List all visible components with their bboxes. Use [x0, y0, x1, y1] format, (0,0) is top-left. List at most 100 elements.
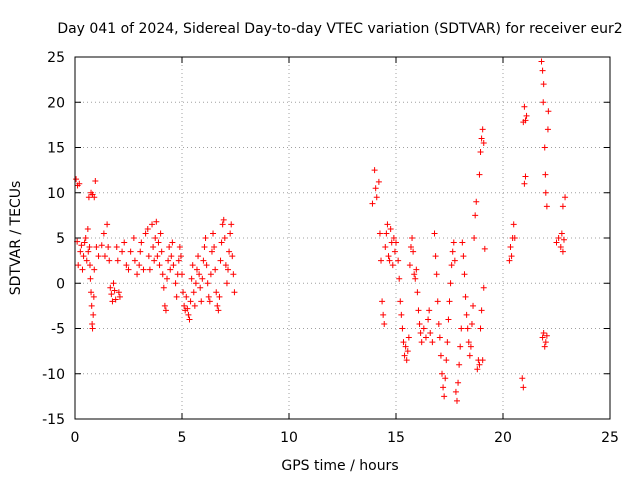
- data-point: [414, 289, 421, 296]
- data-point: [189, 262, 196, 269]
- data-point: [167, 266, 174, 273]
- data-point: [188, 275, 195, 282]
- data-point: [383, 230, 390, 237]
- data-point: [470, 302, 477, 309]
- data-point: [177, 253, 184, 260]
- data-point: [223, 280, 230, 287]
- data-point: [381, 320, 388, 327]
- y-tick-label: 0: [56, 276, 65, 292]
- data-point: [190, 289, 197, 296]
- x-tick-label: 0: [71, 430, 80, 446]
- data-point: [477, 325, 484, 332]
- data-point: [437, 352, 444, 359]
- data-point: [476, 171, 483, 178]
- data-point: [216, 293, 223, 300]
- data-point: [560, 236, 567, 243]
- data-point: [476, 361, 483, 368]
- data-point: [89, 325, 96, 332]
- data-point: [457, 343, 464, 350]
- data-point: [106, 257, 113, 264]
- data-point: [464, 325, 471, 332]
- data-point: [152, 235, 159, 241]
- data-point: [226, 248, 233, 255]
- data-point: [142, 230, 149, 237]
- data-point: [161, 302, 168, 309]
- data-point: [446, 298, 453, 305]
- data-point: [468, 320, 475, 327]
- data-point: [384, 221, 391, 228]
- data-point: [204, 280, 211, 287]
- data-point: [417, 330, 424, 337]
- data-point: [382, 244, 389, 251]
- data-point: [380, 311, 387, 318]
- data-point: [119, 248, 126, 255]
- data-point: [90, 311, 97, 318]
- data-point: [474, 366, 481, 373]
- data-point: [101, 253, 108, 260]
- chart-title: Day 041 of 2024, Sidereal Day-to-day VTE…: [57, 21, 622, 37]
- data-point: [521, 103, 528, 110]
- data-point: [429, 339, 436, 346]
- data-point: [98, 242, 105, 249]
- data-point: [79, 266, 86, 273]
- data-point: [179, 271, 185, 278]
- data-point: [180, 289, 187, 296]
- data-point: [403, 357, 410, 364]
- data-point: [107, 284, 114, 291]
- data-point: [211, 244, 218, 251]
- data-point: [432, 253, 439, 260]
- data-point: [478, 135, 485, 142]
- data-point: [396, 275, 403, 282]
- data-point: [157, 230, 164, 237]
- data-point: [540, 99, 547, 106]
- data-point: [206, 298, 213, 305]
- data-point: [478, 307, 485, 314]
- data-point: [86, 244, 93, 251]
- y-axis-label: SDTVAR / TECUs: [8, 181, 24, 296]
- data-point: [404, 348, 411, 355]
- data-point: [175, 257, 182, 264]
- data-point: [197, 284, 204, 291]
- data-points: [73, 58, 569, 404]
- data-point: [82, 235, 89, 241]
- data-point: [112, 296, 119, 303]
- data-point: [511, 235, 518, 241]
- data-point: [444, 339, 451, 346]
- data-point: [479, 126, 486, 133]
- data-point: [210, 230, 217, 237]
- data-point: [522, 117, 529, 124]
- data-point: [230, 271, 237, 278]
- data-point: [542, 171, 549, 178]
- data-point: [219, 221, 226, 228]
- data-point: [84, 225, 91, 232]
- data-point: [110, 280, 117, 287]
- data-point: [145, 253, 152, 260]
- data-point: [373, 194, 380, 201]
- data-point: [214, 302, 221, 309]
- data-point: [435, 320, 442, 327]
- data-point: [165, 257, 172, 264]
- data-point: [539, 67, 546, 74]
- data-point: [111, 287, 118, 294]
- data-point: [406, 262, 413, 269]
- data-point: [508, 253, 515, 260]
- y-tick-label: 20: [47, 95, 65, 111]
- data-point: [138, 239, 145, 246]
- x-tick-label: 15: [387, 430, 405, 446]
- data-point: [473, 198, 480, 205]
- data-point: [220, 216, 227, 223]
- data-point: [480, 284, 487, 291]
- data-point: [173, 293, 180, 300]
- data-point: [184, 305, 191, 312]
- data-point: [449, 248, 456, 255]
- data-point: [477, 149, 484, 156]
- data-point: [385, 253, 392, 260]
- data-point: [555, 235, 562, 241]
- data-point: [115, 289, 122, 296]
- data-point: [420, 325, 427, 332]
- data-point: [390, 235, 397, 241]
- data-point: [543, 332, 550, 339]
- data-point: [521, 180, 528, 187]
- data-point: [480, 139, 487, 146]
- data-point: [461, 271, 468, 278]
